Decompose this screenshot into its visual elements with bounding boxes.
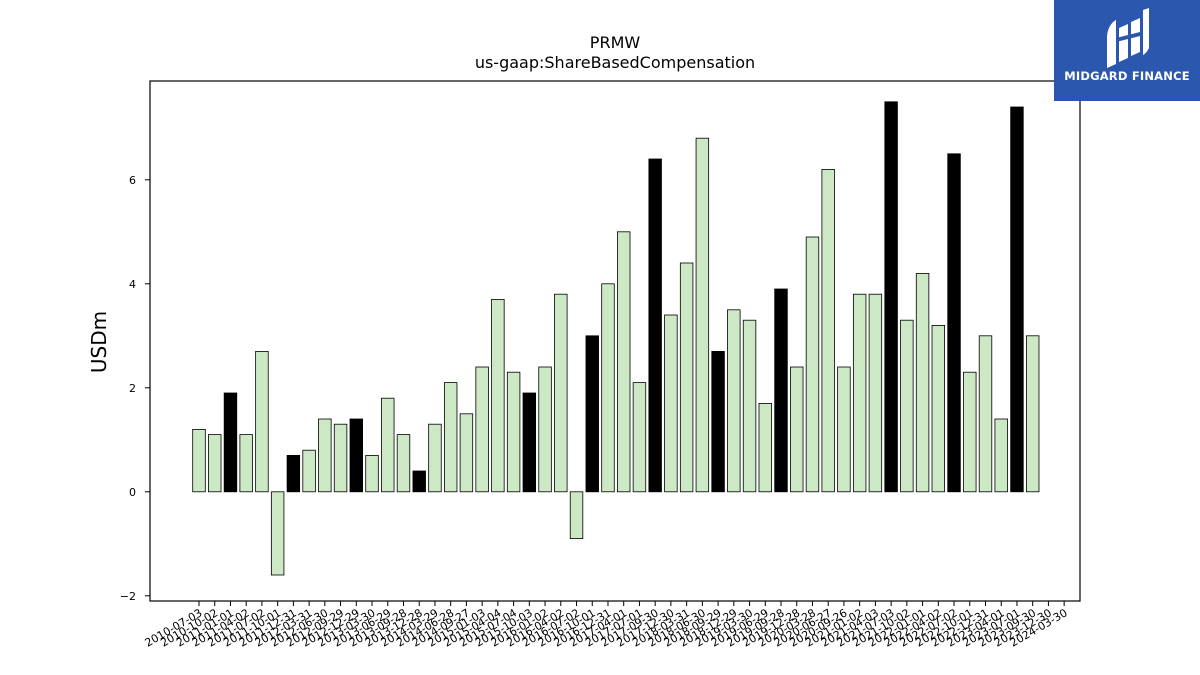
bar: [270, 491, 285, 576]
bar: [963, 371, 977, 493]
bar: [286, 454, 301, 493]
y-axis-label: USDm: [87, 311, 111, 373]
bar: [711, 350, 725, 493]
bar: [255, 350, 269, 493]
bar: [852, 293, 867, 493]
bar: [679, 262, 694, 493]
bar: [648, 158, 662, 493]
bar: [774, 288, 788, 493]
bar: [601, 283, 615, 493]
bar: [239, 434, 253, 493]
bar: [947, 153, 961, 493]
y-tick-label: 0: [129, 486, 136, 499]
y-tick-label: 2: [129, 382, 136, 395]
bar: [915, 272, 930, 493]
bar: [412, 470, 426, 493]
bar: [1010, 106, 1024, 493]
bar: [459, 413, 474, 493]
bar: [428, 423, 442, 493]
bar: [318, 418, 332, 493]
bar: [223, 392, 238, 493]
chart-subtitle: us-gaap:ShareBasedCompensation: [475, 53, 755, 72]
bar: [695, 137, 710, 493]
bar: [333, 423, 348, 493]
bar: [884, 101, 898, 493]
bar: [585, 335, 599, 493]
plot-area: −202462010-07-032010-10-022011-01-012011…: [120, 80, 1081, 650]
bar: [805, 236, 820, 493]
bar: [821, 168, 835, 493]
bar: [443, 382, 458, 493]
bar: [664, 314, 678, 493]
logo-text: MIDGARD FINANCE: [1064, 69, 1190, 83]
bar: [381, 397, 395, 493]
midgard-finance-logo: MIDGARD FINANCE: [1054, 0, 1200, 101]
bar: [192, 428, 206, 493]
y-tick-label: 6: [129, 174, 136, 187]
chart-title: PRMW: [590, 33, 641, 52]
y-tick-label: 4: [129, 278, 136, 291]
bar: [554, 293, 568, 493]
bar: [900, 319, 914, 493]
bar: [978, 335, 993, 493]
bar: [617, 231, 631, 493]
bar: [727, 309, 741, 493]
bar: [569, 491, 584, 539]
bar: [491, 298, 505, 493]
axes-frame: [149, 80, 1081, 602]
midgard-logo-icon: [1107, 8, 1149, 68]
bar: [506, 371, 521, 493]
bar: [396, 434, 411, 493]
bar: [349, 418, 364, 493]
bar: [632, 382, 647, 493]
bar: [1025, 335, 1040, 493]
bar: [208, 434, 222, 493]
bar: [837, 366, 851, 493]
bar: [522, 392, 537, 493]
bar: [758, 402, 772, 493]
bar: [868, 293, 883, 493]
bar: [742, 319, 757, 493]
bar: [994, 418, 1008, 493]
bar: [365, 454, 379, 493]
bar: [302, 449, 316, 493]
bar: [931, 324, 946, 493]
bar: [790, 366, 804, 493]
y-tick-label: −2: [120, 590, 136, 603]
bar: [475, 366, 489, 493]
bar: [538, 366, 552, 493]
